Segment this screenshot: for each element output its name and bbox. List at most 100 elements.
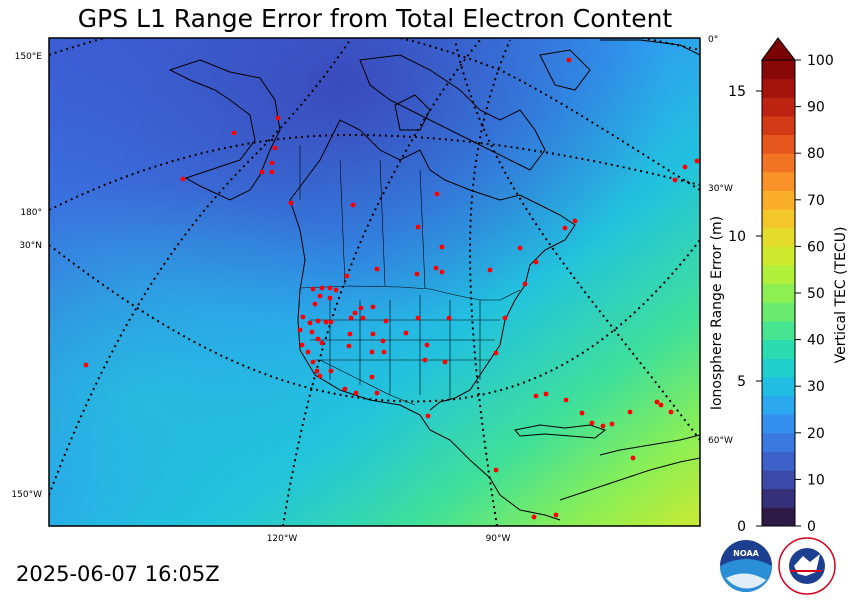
station-marker bbox=[531, 514, 537, 520]
colorbar-right-axis: 0 10 20 30 40 50 60 70 80 90 100 bbox=[795, 53, 834, 535]
station-marker bbox=[694, 158, 700, 164]
colorbar-band bbox=[762, 358, 795, 378]
colorbar-band bbox=[762, 451, 795, 471]
right-tick-label: 0 bbox=[807, 519, 816, 535]
station-marker bbox=[342, 386, 348, 392]
station-marker bbox=[566, 57, 572, 63]
right-tick-label: 30 bbox=[807, 379, 825, 395]
station-marker bbox=[328, 319, 334, 325]
colorbar-band bbox=[762, 339, 795, 359]
colorbar-extend-arrow bbox=[761, 37, 797, 61]
colorbar: 0 5 10 15 Ionosphere Range Error (m) 0 10… bbox=[709, 37, 849, 535]
station-marker bbox=[327, 285, 333, 291]
right-tick-label: 100 bbox=[807, 53, 834, 69]
left-tick-15: 15 bbox=[728, 84, 746, 100]
colorbar-band bbox=[762, 488, 795, 508]
colorbar-bands bbox=[762, 60, 795, 527]
colorbar-band bbox=[762, 507, 795, 527]
station-marker bbox=[415, 224, 421, 230]
colorbar-band bbox=[762, 153, 795, 173]
graticule bbox=[49, 38, 700, 526]
grid-label-30w: 30°W bbox=[708, 184, 733, 194]
station-marker bbox=[259, 169, 265, 175]
colorbar-band bbox=[762, 395, 795, 415]
station-marker bbox=[275, 115, 281, 121]
station-marker bbox=[579, 410, 585, 416]
colorbar-band bbox=[762, 414, 795, 434]
station-marker bbox=[346, 343, 352, 349]
station-marker bbox=[269, 169, 275, 175]
station-marker bbox=[358, 305, 364, 311]
station-marker bbox=[347, 331, 353, 337]
station-marker bbox=[369, 374, 375, 380]
station-marker bbox=[314, 368, 320, 374]
station-marker bbox=[446, 315, 452, 321]
station-marker bbox=[414, 271, 420, 277]
station-marker bbox=[307, 320, 313, 326]
station-marker bbox=[403, 330, 409, 336]
station-marker bbox=[563, 397, 569, 403]
station-marker bbox=[425, 413, 431, 419]
right-tick-label: 90 bbox=[807, 100, 825, 116]
colorbar-band bbox=[762, 283, 795, 303]
gnss-stations bbox=[83, 57, 700, 520]
station-marker bbox=[415, 315, 421, 321]
station-marker bbox=[493, 350, 499, 356]
station-marker bbox=[312, 301, 318, 307]
station-marker bbox=[442, 359, 448, 365]
station-marker bbox=[180, 176, 186, 182]
station-marker bbox=[299, 342, 305, 348]
station-marker bbox=[502, 315, 508, 321]
station-marker bbox=[231, 130, 237, 136]
station-marker bbox=[83, 362, 89, 368]
station-marker bbox=[297, 327, 303, 333]
station-marker bbox=[353, 390, 359, 396]
station-marker bbox=[315, 336, 321, 342]
station-marker bbox=[381, 349, 387, 355]
colorbar-band bbox=[762, 115, 795, 136]
station-marker bbox=[319, 285, 325, 291]
station-marker bbox=[305, 349, 311, 355]
station-marker bbox=[439, 244, 445, 250]
right-tick-label: 60 bbox=[807, 239, 825, 255]
right-tick-label: 20 bbox=[807, 426, 825, 442]
station-marker bbox=[383, 318, 389, 324]
station-marker bbox=[288, 200, 294, 206]
station-marker bbox=[317, 373, 323, 379]
station-marker bbox=[422, 357, 428, 363]
station-marker bbox=[328, 368, 334, 374]
station-marker bbox=[543, 391, 549, 397]
right-tick-label: 80 bbox=[807, 146, 825, 162]
right-tick-label: 40 bbox=[807, 333, 825, 349]
right-tick-label: 50 bbox=[807, 286, 825, 302]
station-marker bbox=[433, 265, 439, 271]
timestamp: 2025-06-07 16:05Z bbox=[16, 562, 220, 586]
political-boundaries bbox=[299, 145, 521, 406]
colorbar-band bbox=[762, 432, 795, 452]
colorbar-band bbox=[762, 376, 795, 397]
left-tick-0: 0 bbox=[737, 519, 746, 535]
station-marker bbox=[369, 349, 375, 355]
colorbar-band bbox=[762, 209, 795, 229]
noaa-logo-text: NOAA bbox=[733, 549, 759, 558]
colorbar-band bbox=[762, 78, 795, 98]
station-marker bbox=[672, 177, 678, 183]
station-marker bbox=[493, 467, 499, 473]
colorbar-band bbox=[762, 60, 795, 80]
station-marker bbox=[319, 340, 325, 346]
station-marker bbox=[654, 399, 660, 405]
grid-label-0: 0° bbox=[708, 35, 718, 45]
station-marker bbox=[517, 245, 523, 251]
station-marker bbox=[370, 304, 376, 310]
right-tick-label: 10 bbox=[807, 472, 825, 488]
station-marker bbox=[682, 164, 688, 170]
station-marker bbox=[350, 202, 356, 208]
station-marker bbox=[668, 409, 674, 415]
colorbar-band bbox=[762, 97, 795, 117]
station-marker bbox=[352, 310, 358, 316]
colorbar-band bbox=[762, 302, 795, 322]
station-marker bbox=[572, 218, 578, 224]
station-marker bbox=[370, 331, 376, 337]
station-marker bbox=[310, 286, 316, 292]
